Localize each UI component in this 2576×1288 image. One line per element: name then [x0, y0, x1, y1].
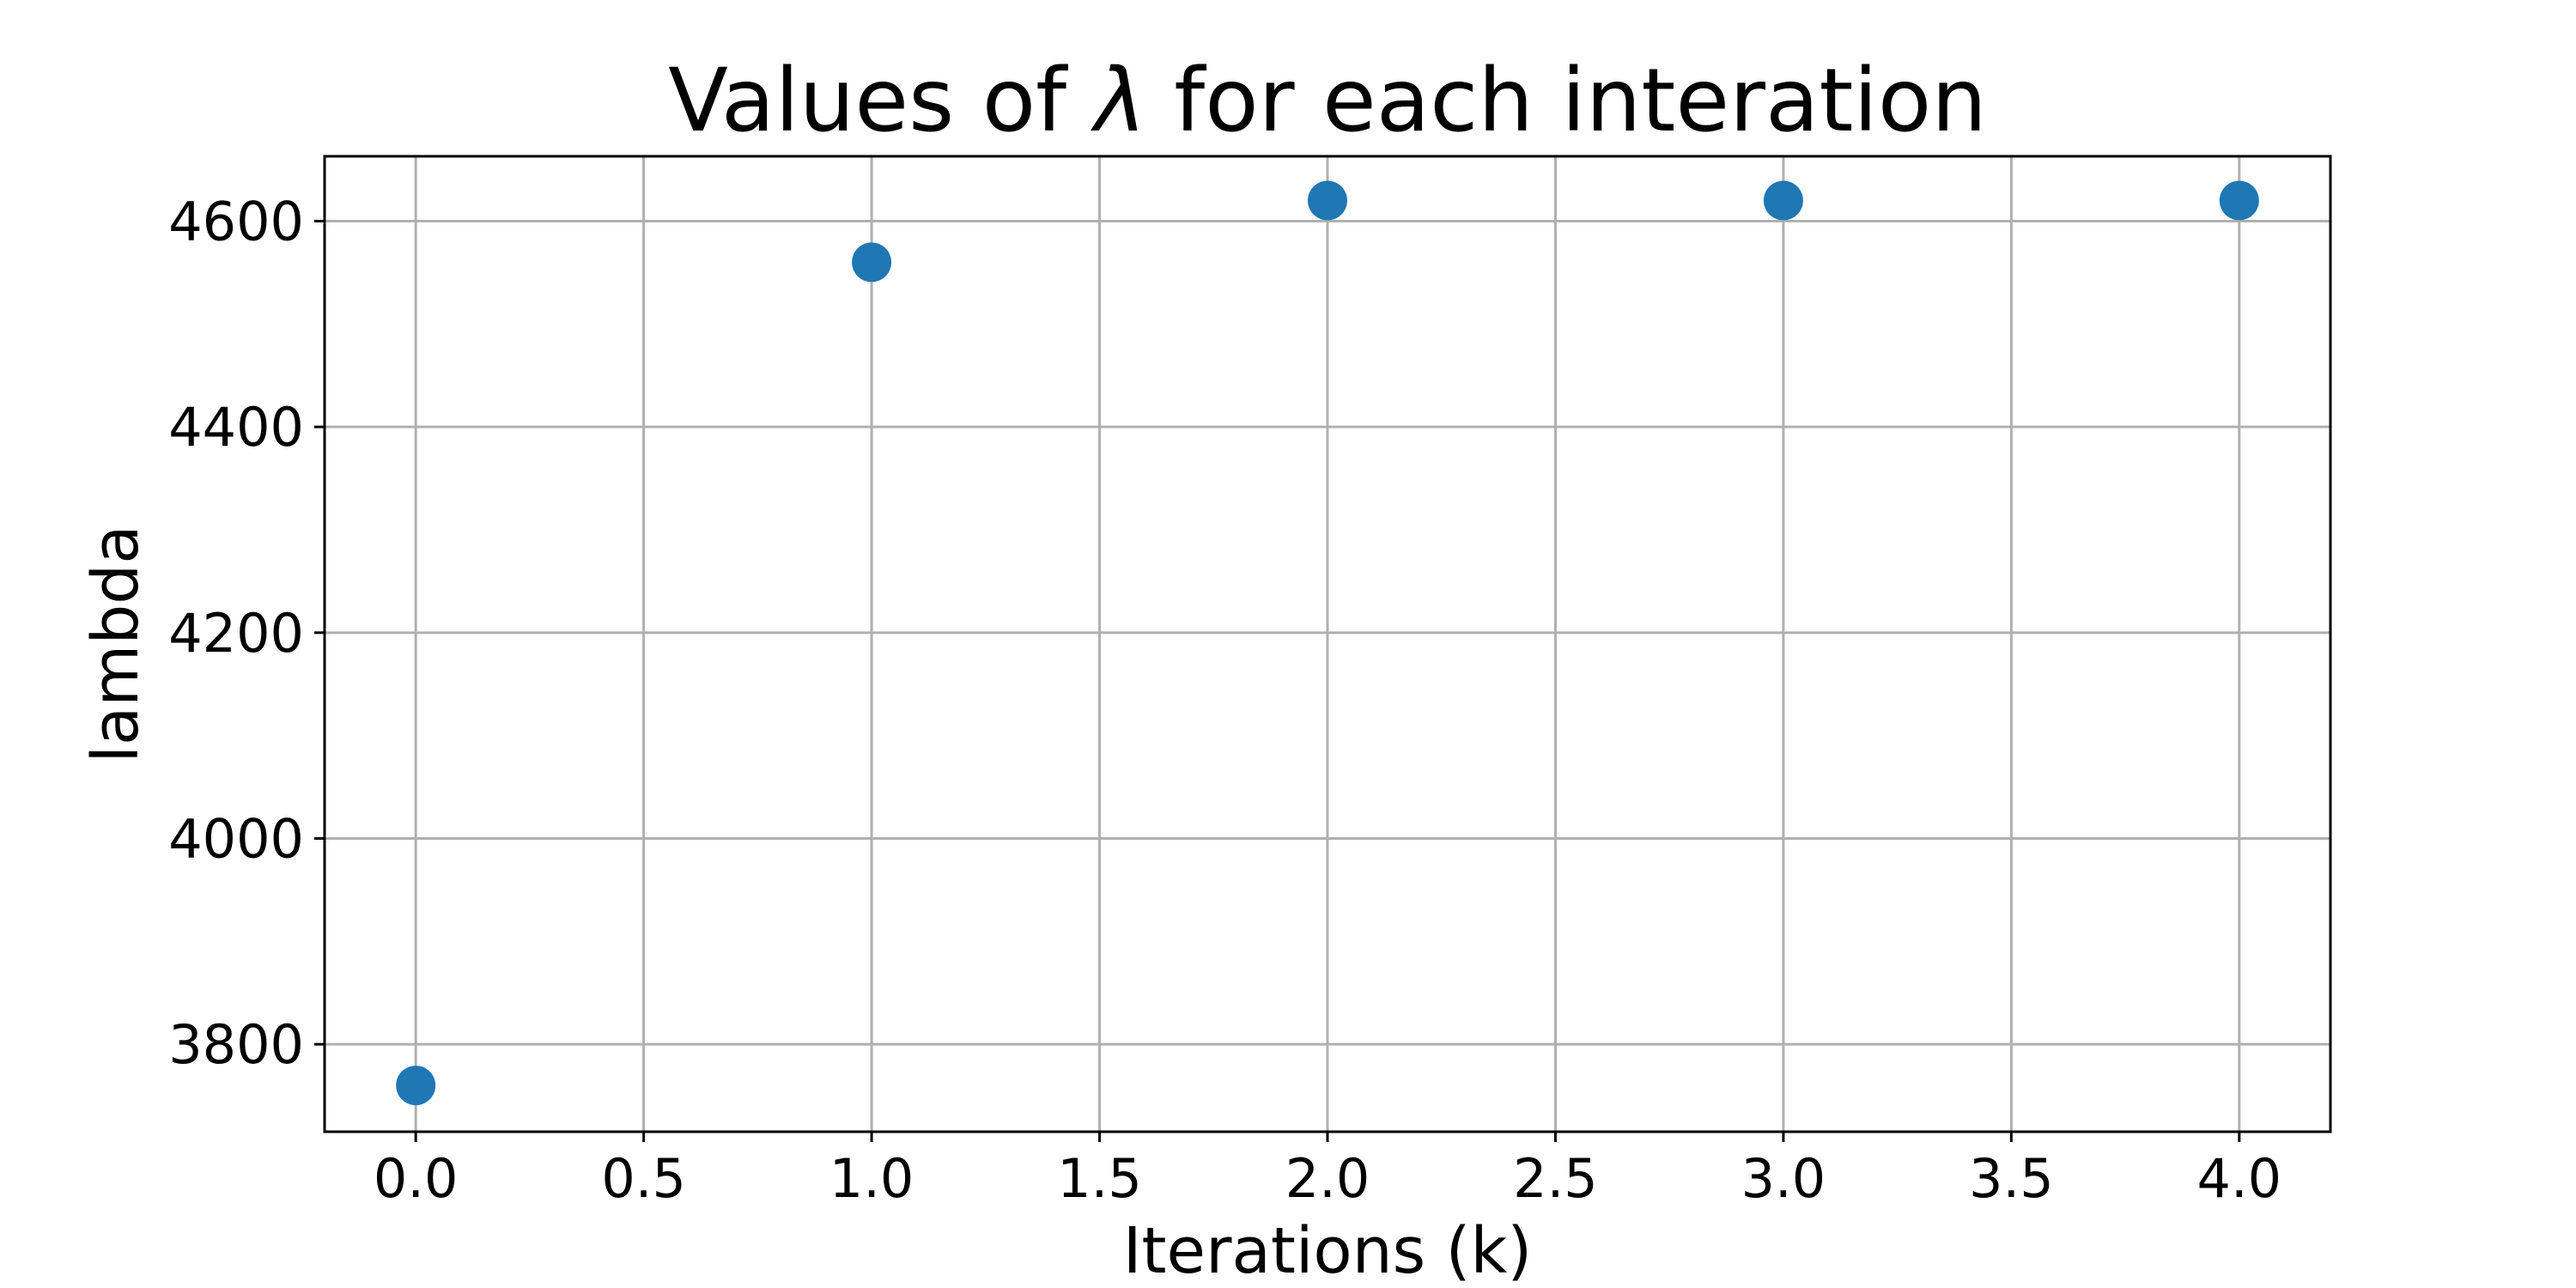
y-axis-label: lambda	[79, 525, 153, 762]
x-tick-label: 1.0	[829, 1147, 914, 1210]
grid-lines	[325, 156, 2330, 1132]
x-tick-label: 2.0	[1285, 1147, 1370, 1210]
y-tick-label: 4000	[168, 807, 304, 870]
title-suffix: for each interation	[1146, 50, 1987, 152]
data-points	[396, 180, 2259, 1106]
y-tick-label: 3800	[168, 1013, 304, 1076]
x-tick-label: 3.5	[1969, 1147, 2054, 1210]
y-tick-label: 4400	[168, 396, 304, 459]
x-tick-label: 0.5	[601, 1147, 686, 1210]
x-tick-label: 2.5	[1513, 1147, 1598, 1210]
data-point	[1763, 180, 1803, 221]
x-tick-label: 3.0	[1741, 1147, 1826, 1210]
x-axis-ticks: 0.0 0.5 1.0 1.5 2.0 2.5 3.0 3.5 4.0	[374, 1132, 2281, 1210]
x-axis-label: Iterations (k)	[1123, 1214, 1533, 1288]
y-tick-label: 4200	[168, 602, 304, 665]
y-tick-label: 4600	[168, 190, 304, 252]
chart-title: Values of λ for each interation	[668, 50, 1987, 152]
data-point	[396, 1066, 436, 1106]
data-point	[2219, 180, 2259, 221]
x-tick-label: 1.5	[1057, 1147, 1142, 1210]
title-lambda-symbol: λ	[1090, 50, 1145, 152]
data-point	[852, 242, 892, 283]
title-prefix: Values of	[668, 50, 1094, 152]
y-axis-ticks: 3800 4000 4200 4400 4600	[168, 190, 325, 1076]
data-point	[1308, 180, 1347, 221]
x-tick-label: 4.0	[2197, 1147, 2282, 1210]
x-tick-label: 0.0	[374, 1147, 459, 1210]
